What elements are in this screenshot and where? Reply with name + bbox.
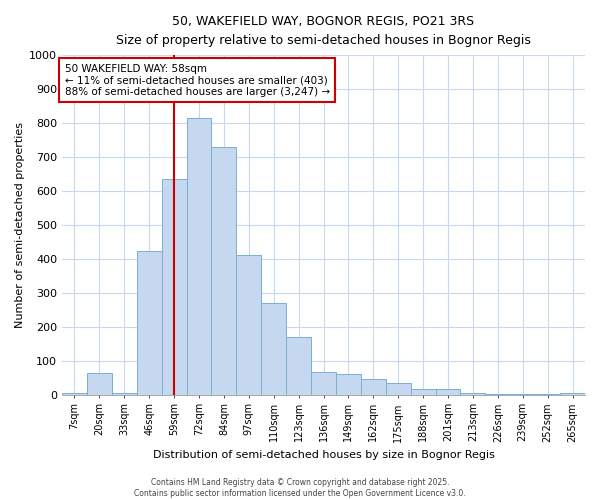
- Bar: [436, 390, 460, 394]
- Bar: [62, 393, 87, 394]
- Bar: [410, 390, 436, 394]
- Bar: [386, 382, 410, 394]
- Bar: [336, 374, 361, 394]
- Bar: [460, 393, 485, 394]
- Bar: [236, 256, 261, 394]
- Bar: [161, 179, 187, 394]
- Bar: [261, 303, 286, 394]
- Bar: [361, 380, 386, 394]
- Bar: [187, 118, 211, 394]
- Bar: [560, 393, 585, 394]
- Title: 50, WAKEFIELD WAY, BOGNOR REGIS, PO21 3RS
Size of property relative to semi-deta: 50, WAKEFIELD WAY, BOGNOR REGIS, PO21 3R…: [116, 15, 531, 47]
- Bar: [87, 374, 112, 394]
- Bar: [112, 393, 137, 394]
- Text: Contains HM Land Registry data © Crown copyright and database right 2025.
Contai: Contains HM Land Registry data © Crown c…: [134, 478, 466, 498]
- Text: 50 WAKEFIELD WAY: 58sqm
← 11% of semi-detached houses are smaller (403)
88% of s: 50 WAKEFIELD WAY: 58sqm ← 11% of semi-de…: [65, 64, 329, 97]
- X-axis label: Distribution of semi-detached houses by size in Bognor Regis: Distribution of semi-detached houses by …: [152, 450, 494, 460]
- Bar: [286, 337, 311, 394]
- Y-axis label: Number of semi-detached properties: Number of semi-detached properties: [15, 122, 25, 328]
- Bar: [311, 372, 336, 394]
- Bar: [137, 252, 161, 394]
- Bar: [211, 147, 236, 394]
